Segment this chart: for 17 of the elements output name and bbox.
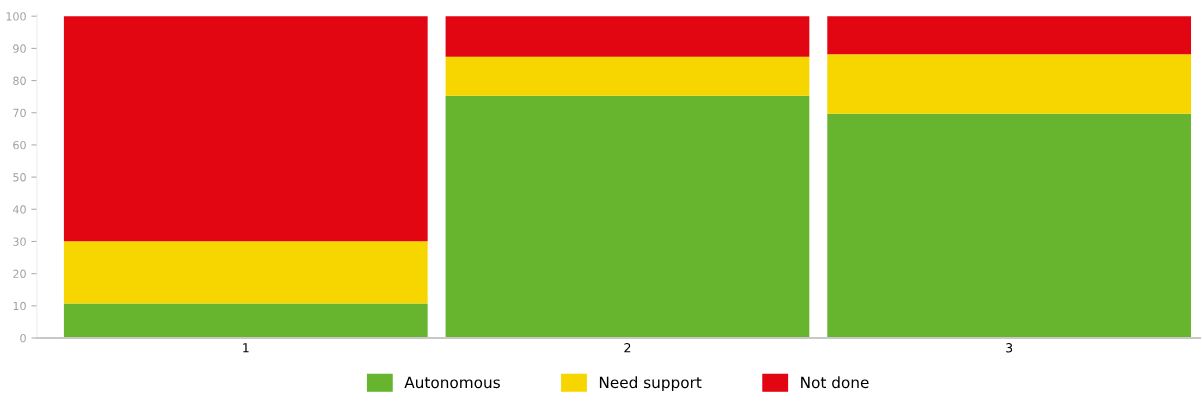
y-tick-label: 30 [13,237,26,246]
y-tick-label: 10 [13,301,26,311]
y-tick-label: 80 [13,76,26,85]
legend-label: Need support [599,376,702,392]
x-tick-label: 1 [243,343,249,353]
y-tick-label: 40 [12,205,26,214]
y-tick-label: 60 [13,140,26,150]
x-tick-label: 2 [624,343,631,353]
y-tick-label: 20 [13,269,26,279]
x-tick-label: 3 [1006,343,1013,353]
y-tick-label: 50 [13,173,26,182]
legend-label: Autonomous [404,376,500,389]
y-tick-label: 90 [13,44,26,53]
y-tick-label: 70 [13,108,26,118]
y-tick-label: 0 [20,333,26,343]
y-tick-label: 100 [6,12,26,21]
legend-label: Not done [801,376,869,389]
